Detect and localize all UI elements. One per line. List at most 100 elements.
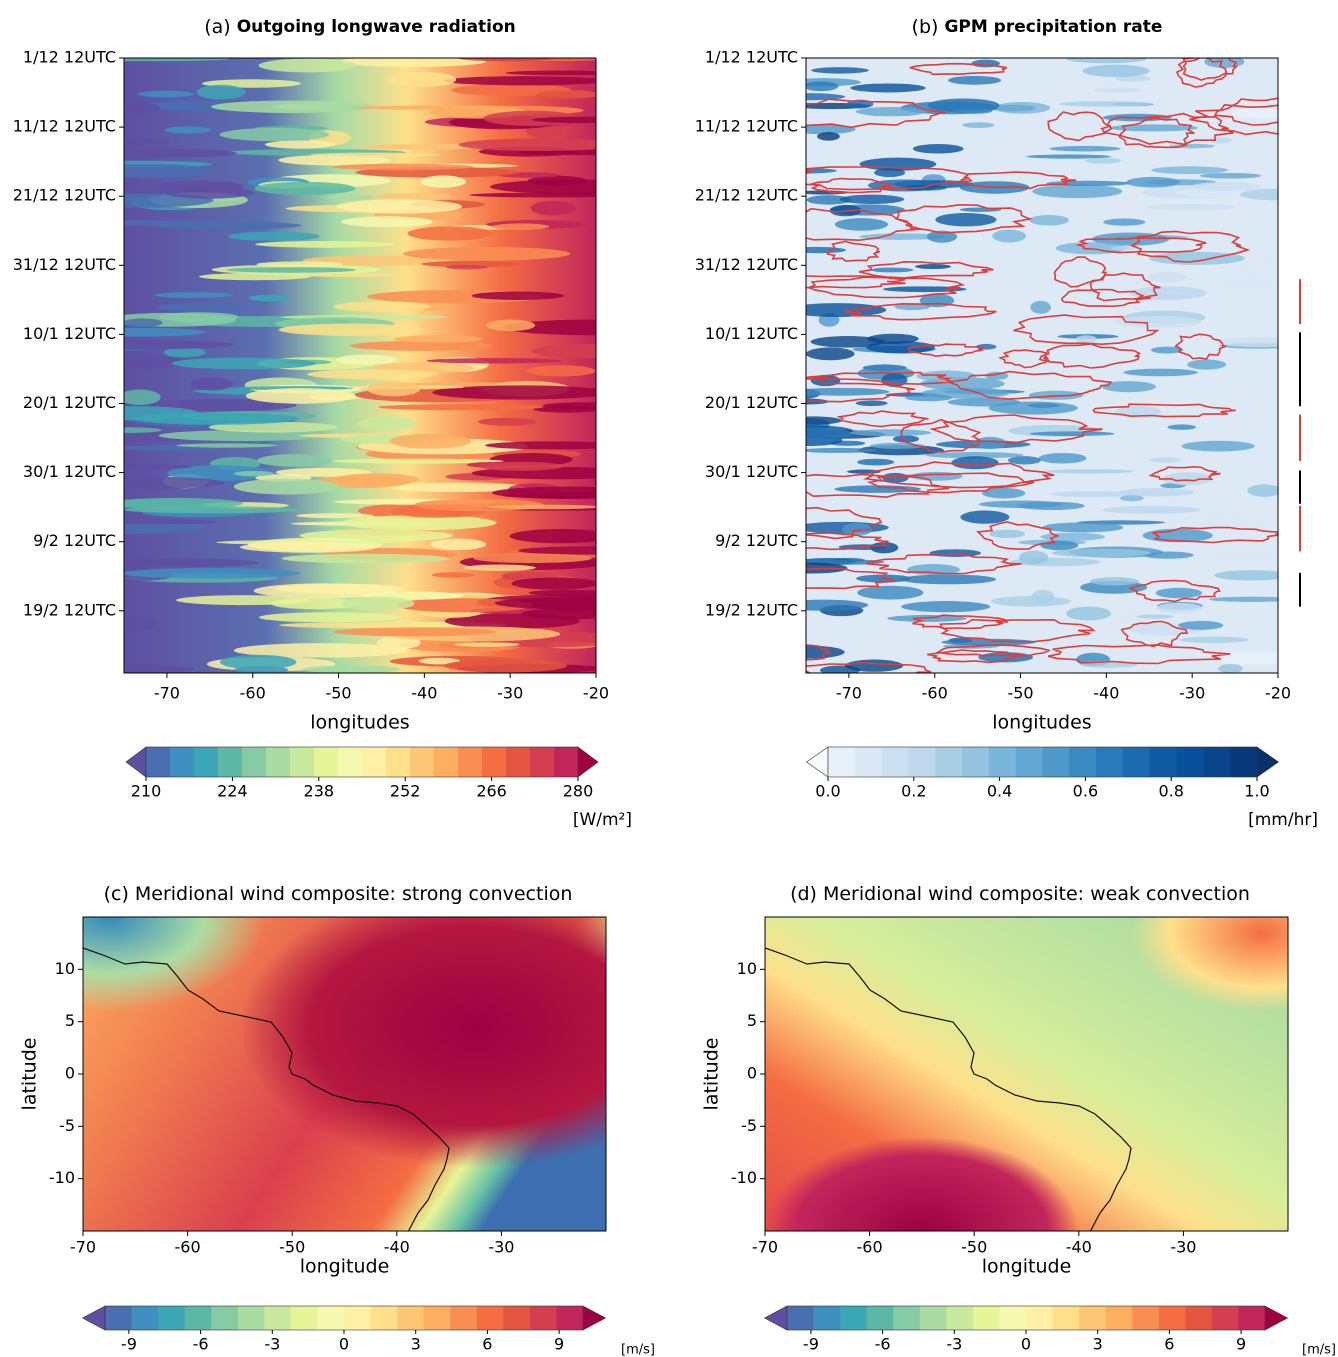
colorbar-tick-label: 9 — [554, 1335, 564, 1354]
field-streak — [989, 529, 1026, 538]
panel-c-field — [83, 917, 606, 1231]
colorbar-tick-label: 1.0 — [1244, 782, 1269, 801]
field-streak — [531, 344, 596, 359]
field-streak — [453, 642, 520, 647]
field-streak — [1066, 58, 1147, 64]
colorbar-swatch — [866, 1306, 894, 1330]
colorbar-swatch — [1158, 1306, 1186, 1330]
y-tick-label: 30/1 12UTC — [705, 462, 798, 481]
field-streak — [894, 303, 931, 311]
field-streak — [806, 416, 842, 425]
field-streak — [278, 323, 424, 336]
field-streak — [148, 398, 297, 412]
field-streak — [137, 90, 195, 98]
field-streak — [164, 186, 254, 199]
x-axis-label: longitude — [300, 1256, 390, 1278]
field-streak — [892, 435, 920, 443]
field-streak — [1150, 346, 1184, 354]
colorbar-tick-label: 224 — [217, 782, 248, 801]
contour-line — [1150, 526, 1278, 544]
colorbar-tick-label: 280 — [563, 782, 594, 801]
field-streak — [1045, 180, 1131, 187]
contour-line — [1213, 97, 1278, 126]
field-streak — [925, 452, 1024, 459]
contour-line — [863, 461, 1055, 489]
colorbar-tick-label: -9 — [121, 1335, 137, 1354]
x-tick-label: -40 — [1093, 684, 1119, 703]
field-streak — [1171, 513, 1262, 528]
field-streak — [1214, 570, 1278, 581]
colorbar-swatch — [237, 1306, 265, 1330]
field-streak — [1146, 203, 1235, 211]
colorbar-swatch — [999, 1306, 1027, 1330]
field-streak — [245, 388, 356, 404]
field-streak — [521, 607, 596, 620]
colorbar-tick-label: 238 — [304, 782, 335, 801]
field-streaks — [124, 58, 596, 673]
field-streak — [1220, 274, 1278, 289]
field-streak — [1136, 614, 1174, 619]
x-tick-label: -50 — [279, 1238, 305, 1257]
colorbar-swatch — [1096, 747, 1124, 777]
y-tick-label: 9/2 12UTC — [33, 531, 116, 550]
field-streak — [176, 595, 312, 606]
field-streak — [1208, 596, 1278, 602]
field-streak — [1181, 440, 1255, 452]
field-streak — [1123, 368, 1198, 377]
field-streak — [1093, 87, 1142, 94]
field-streak — [982, 487, 1026, 499]
field-streak — [350, 340, 493, 351]
y-tick-label: 10/1 12UTC — [705, 324, 798, 343]
field-streak — [1216, 337, 1278, 348]
x-tick-label: -70 — [836, 684, 862, 703]
field-layer — [83, 917, 606, 1231]
contour-line — [900, 418, 982, 453]
colorbar-label: [W/m²] — [573, 810, 632, 830]
field-streak — [389, 433, 472, 449]
colorbar-swatch — [158, 1306, 186, 1330]
field-streak — [533, 405, 596, 413]
field-streak — [834, 218, 889, 231]
field-streak — [275, 467, 372, 477]
contour-line — [865, 553, 1022, 575]
colorbar-swatch — [1149, 747, 1178, 777]
field-streak — [1032, 184, 1123, 199]
colorbar-swatch — [530, 747, 555, 777]
field-streak — [1075, 335, 1098, 344]
field-streak — [528, 589, 596, 597]
field-streak — [158, 430, 330, 442]
field-streak — [421, 260, 521, 268]
colorbar-swatch — [1015, 747, 1043, 777]
colorbar-tick-label: -3 — [264, 1335, 280, 1354]
colorbar-tick-label: 6 — [482, 1335, 492, 1354]
field-streak — [164, 126, 212, 134]
x-tick-label: -60 — [175, 1238, 201, 1257]
x-tick-label: -20 — [1265, 684, 1291, 703]
field-streak — [1045, 469, 1135, 474]
field-streak — [176, 443, 278, 448]
field-streak — [910, 471, 963, 481]
colorbar-swatch — [1069, 747, 1097, 777]
field-streak — [1031, 589, 1055, 603]
colorbar-swatch — [184, 1306, 212, 1330]
field-streak — [272, 102, 365, 111]
field-streak — [124, 164, 215, 179]
field-streak — [1155, 587, 1203, 599]
field-streak — [806, 599, 869, 611]
x-axis-label: longitudes — [992, 712, 1091, 734]
contour-line — [806, 166, 974, 191]
field-streak — [366, 381, 421, 397]
field-streak — [393, 335, 482, 343]
field-streak — [866, 341, 936, 354]
field-streak — [333, 301, 431, 312]
x-tick-label: -60 — [922, 684, 948, 703]
colorbar-tick-label: 0 — [339, 1335, 349, 1354]
field-streak — [905, 394, 953, 402]
field-streak — [941, 638, 1036, 646]
field-streak — [1247, 484, 1278, 497]
field-streak — [1119, 495, 1144, 502]
contour-line — [935, 644, 1051, 657]
field-streak — [1101, 381, 1156, 393]
field-streak — [258, 612, 400, 623]
field-streak — [850, 83, 926, 93]
